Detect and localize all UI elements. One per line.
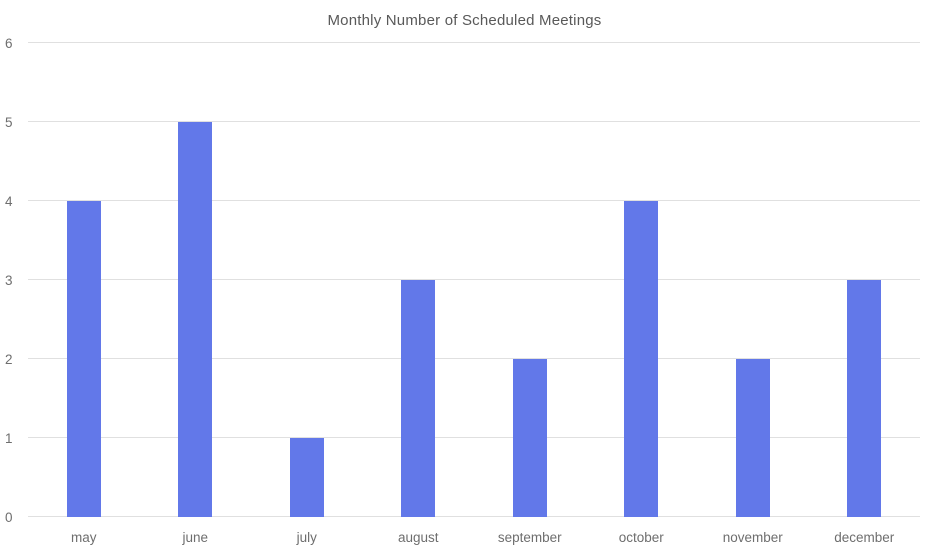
x-tick-label-august: august xyxy=(397,530,439,545)
gridline xyxy=(28,437,920,439)
y-tick-label: 1 xyxy=(5,430,13,446)
bar-december xyxy=(847,280,882,517)
gridline xyxy=(28,121,920,122)
y-tick-label: 5 xyxy=(5,114,13,130)
x-tick-label-november: november xyxy=(722,530,783,545)
y-tick-label: 0 xyxy=(5,509,13,525)
y-tick-label: 2 xyxy=(5,351,13,367)
gridline xyxy=(28,516,920,517)
y-tick-label: 4 xyxy=(5,193,13,209)
gridline xyxy=(28,42,920,43)
x-tick-label-september: september xyxy=(497,530,562,545)
gridline xyxy=(28,358,920,360)
chart-title: Monthly Number of Scheduled Meetings xyxy=(327,12,602,29)
bar-july xyxy=(289,438,324,517)
bar-column-july xyxy=(251,43,363,517)
bar-column-june xyxy=(140,43,252,517)
bar-column-may xyxy=(28,43,140,517)
bar-june xyxy=(178,122,213,517)
bar-october xyxy=(624,201,659,517)
y-tick-label: 6 xyxy=(5,35,13,51)
x-axis-labels: may june july august september october novembe… xyxy=(28,517,920,545)
x-tick-label-may: may xyxy=(70,530,97,545)
x-tick-label-october: october xyxy=(618,530,664,545)
bar-column-august xyxy=(363,43,475,517)
y-tick-label: 3 xyxy=(5,272,13,288)
x-tick-label-july: july xyxy=(296,530,317,545)
plot-area: 0 1 2 3 4 5 6 may june july august september octobe… xyxy=(5,36,920,545)
bar-column-december xyxy=(809,43,921,517)
bar-column-november xyxy=(697,43,809,517)
bar-column-october xyxy=(586,43,698,517)
bar-august xyxy=(401,280,436,517)
gridline xyxy=(28,200,920,202)
bar-september xyxy=(512,359,547,517)
x-tick-label-december: december xyxy=(834,530,895,545)
gridline xyxy=(28,279,920,280)
bar-column-september xyxy=(474,43,586,517)
bar-november xyxy=(735,359,770,517)
x-tick-label-june: june xyxy=(182,530,209,545)
bar-may xyxy=(66,201,101,517)
bars xyxy=(28,43,920,517)
